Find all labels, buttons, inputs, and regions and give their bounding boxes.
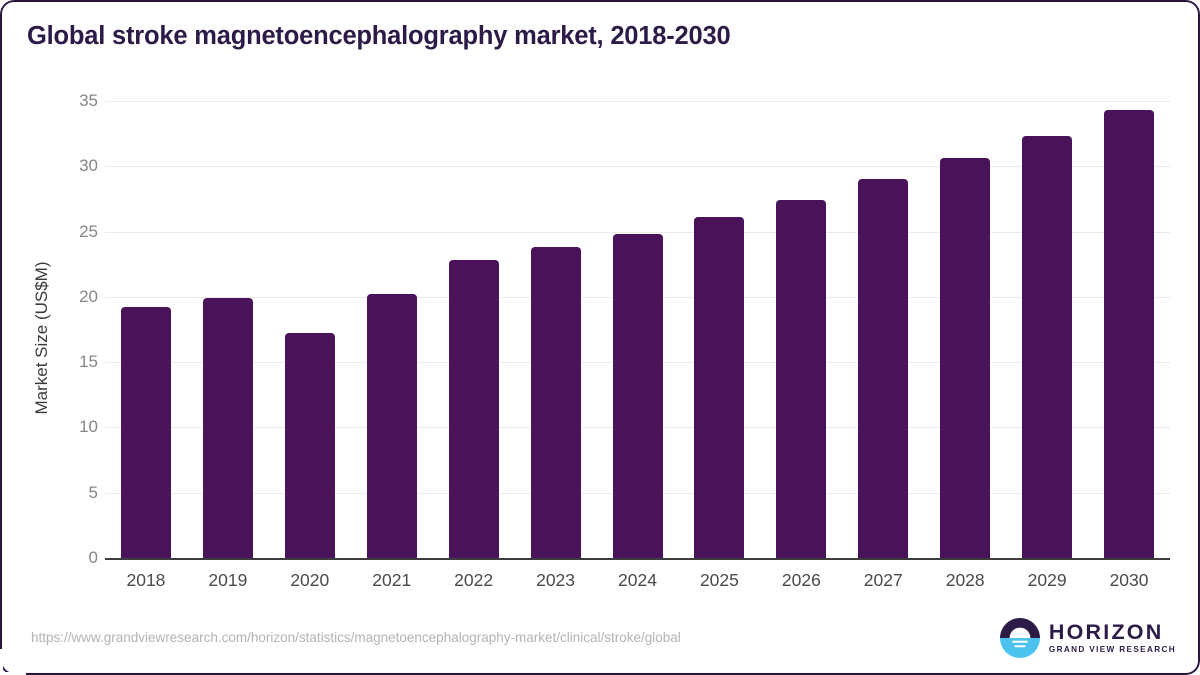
x-tick-label: 2023 bbox=[536, 570, 576, 590]
horizon-sunrise-icon bbox=[999, 618, 1040, 658]
y-tick-label: 30 bbox=[79, 156, 98, 176]
page-title: Global stroke magnetoencephalography mar… bbox=[27, 22, 731, 50]
bar[interactable] bbox=[448, 260, 499, 558]
bar[interactable] bbox=[858, 179, 909, 558]
gridline bbox=[105, 166, 1170, 168]
x-tick-label: 2028 bbox=[945, 570, 985, 590]
source-url[interactable]: https://www.grandviewresearch.com/horizo… bbox=[31, 630, 681, 645]
logo-wordmark: HORIZON bbox=[1048, 619, 1164, 644]
logo-tagline: GRAND VIEW RESEARCH bbox=[1048, 645, 1176, 655]
y-tick-label: 15 bbox=[79, 352, 98, 372]
x-tick-label: 2029 bbox=[1027, 570, 1067, 590]
bar[interactable] bbox=[694, 217, 745, 558]
y-axis-title: Market Size (US$M) bbox=[32, 261, 51, 415]
x-axis-line bbox=[105, 558, 1170, 560]
bar[interactable] bbox=[284, 333, 335, 558]
y-tick-label: 5 bbox=[88, 482, 98, 502]
y-tick-label: 35 bbox=[79, 91, 98, 110]
bar[interactable] bbox=[120, 307, 171, 558]
x-tick-label: 2027 bbox=[863, 570, 903, 590]
x-tick-label: 2026 bbox=[781, 570, 821, 590]
x-tick-label: 2022 bbox=[454, 570, 494, 590]
bar[interactable] bbox=[530, 247, 581, 558]
bar[interactable] bbox=[202, 298, 253, 558]
x-tick-label: 2020 bbox=[290, 570, 330, 590]
bar[interactable] bbox=[776, 200, 827, 558]
x-tick-label: 2019 bbox=[208, 570, 248, 590]
bar[interactable] bbox=[1022, 136, 1073, 558]
x-tick-label: 2024 bbox=[618, 570, 657, 590]
logo-text: HORIZON GRAND VIEW RESEARCH bbox=[1048, 619, 1176, 655]
gridline bbox=[105, 231, 1170, 233]
horizon-logo[interactable]: HORIZON GRAND VIEW RESEARCH bbox=[999, 618, 1176, 658]
bar[interactable] bbox=[366, 294, 417, 558]
bar[interactable] bbox=[940, 158, 991, 558]
bar[interactable] bbox=[1104, 110, 1155, 558]
x-tick-label: 2021 bbox=[372, 570, 412, 590]
y-tick-label: 0 bbox=[88, 548, 98, 567]
y-tick-label: 20 bbox=[79, 286, 98, 306]
x-tick-label: 2030 bbox=[1109, 570, 1149, 590]
x-tick-label: 2025 bbox=[699, 570, 739, 590]
gridline bbox=[105, 101, 1170, 102]
y-tick-label: 25 bbox=[79, 221, 98, 241]
bar[interactable] bbox=[612, 234, 663, 558]
x-tick-label: 2018 bbox=[126, 570, 166, 590]
y-tick-label: 10 bbox=[79, 417, 98, 437]
